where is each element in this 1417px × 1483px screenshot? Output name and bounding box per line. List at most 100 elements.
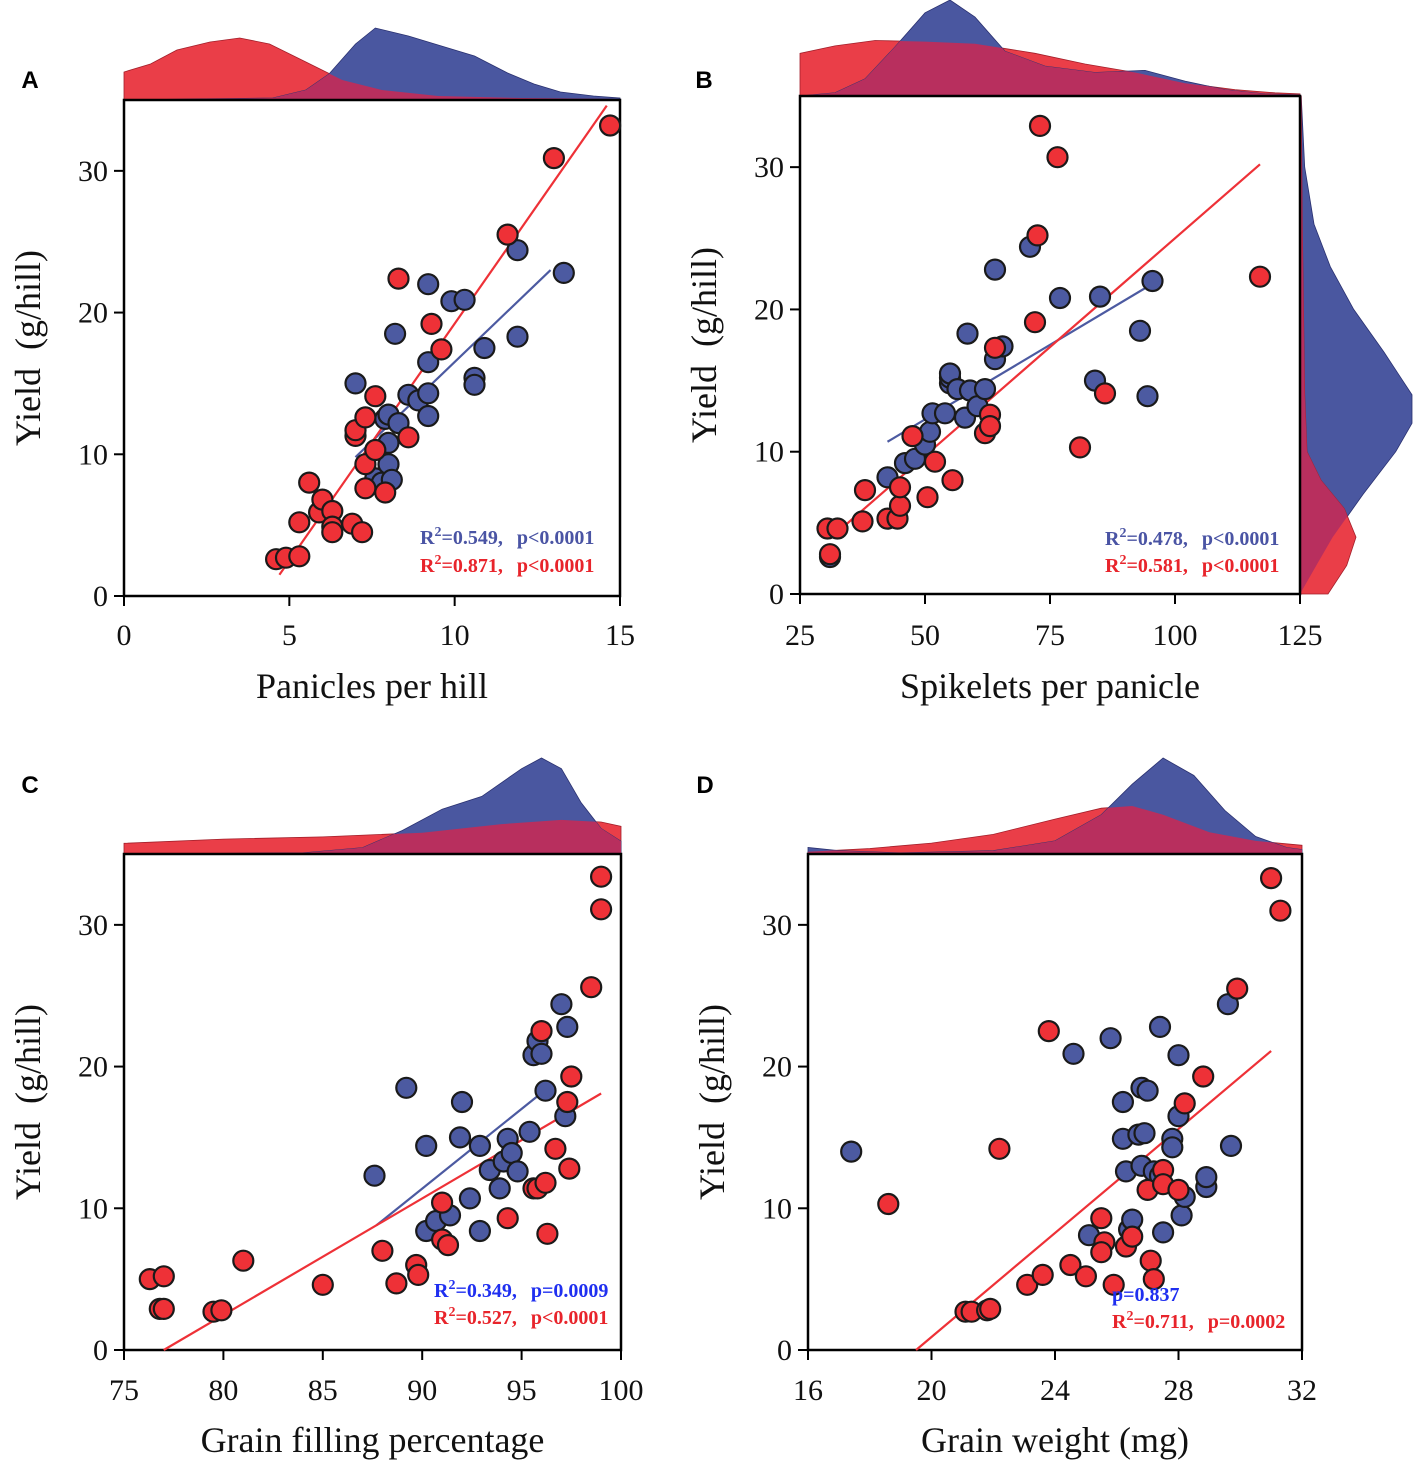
red-data-point [430, 338, 453, 361]
r2-symbol: R [420, 555, 435, 577]
r2-value: =0.349, [455, 1280, 516, 1302]
red-data-point [818, 543, 842, 566]
red-data-point [1026, 224, 1049, 247]
ann_blue-annotation: R2=0.549, p<0.0001 [420, 525, 594, 549]
red-data-point [941, 469, 964, 492]
red-data-point [354, 477, 377, 500]
red-data-point [351, 521, 374, 544]
blue-data-point [1151, 1221, 1175, 1244]
blue-data-point [1219, 1134, 1243, 1158]
ann_red-annotation: R2=0.581, p<0.0001 [1105, 553, 1279, 577]
blue-data-point [1062, 1042, 1085, 1065]
red-data-point [298, 471, 321, 494]
panel-label: C [21, 772, 38, 799]
red-data-point [1074, 1265, 1098, 1288]
red-data-point [1016, 1273, 1039, 1296]
blue-points [363, 993, 579, 1243]
r2-superscript: 2 [434, 525, 441, 540]
red-data-point [534, 1171, 557, 1194]
y-tick-label: 0 [769, 578, 784, 611]
blue-data-point [550, 993, 573, 1016]
x-tick-label: 20 [917, 1374, 947, 1407]
y-tick-label: 20 [78, 297, 108, 330]
y-axis-label: Yield (g/hill) [684, 247, 724, 443]
ann_blue-annotation: p=0.837 [1112, 1284, 1180, 1306]
red-points [138, 865, 613, 1323]
red-data-point [853, 479, 877, 502]
y-tick-label: 30 [762, 909, 792, 942]
blue-data-point [463, 373, 486, 396]
blue-data-point [458, 1187, 481, 1210]
r2-symbol: R [420, 527, 435, 549]
r2-symbol: R [1105, 528, 1120, 550]
r2-superscript: 2 [448, 1278, 455, 1293]
red-points [877, 866, 1292, 1323]
red-data-point [888, 476, 912, 499]
blue-data-point [448, 1126, 472, 1149]
r2-value: =0.549, [441, 527, 502, 549]
plot-frame [806, 852, 1304, 1352]
red-data-point [877, 1192, 900, 1216]
red-data-point [1192, 1065, 1215, 1088]
blue-data-point [1195, 1165, 1218, 1189]
y-tick-label: 30 [78, 155, 108, 188]
p-value: p=0.0009 [531, 1280, 609, 1302]
r2-superscript: 2 [448, 1305, 455, 1320]
red-fit-line [915, 1050, 1272, 1351]
y-tick-label: 10 [754, 436, 784, 469]
r2-value: =0.478, [1126, 528, 1187, 550]
y-axis-label: Yield (g/hill) [692, 1004, 732, 1200]
red-data-point [916, 486, 939, 509]
x-tick-label: 16 [793, 1374, 823, 1407]
x-tick-label: 85 [308, 1374, 338, 1407]
blue-data-point [1167, 1044, 1190, 1067]
blue-data-point [1133, 1122, 1156, 1145]
blue-data-point [450, 1090, 474, 1114]
red-data-point [385, 1272, 408, 1295]
blue-data-point [1111, 1090, 1135, 1114]
red-data-point [210, 1299, 233, 1322]
blue-data-point [534, 1079, 557, 1102]
red-data-point [321, 521, 344, 544]
red-points [816, 114, 1272, 566]
red-data-point [589, 865, 613, 888]
red-data-point [1059, 1253, 1082, 1277]
r2-value: =0.711, [1133, 1311, 1193, 1333]
blue-data-point [417, 273, 440, 296]
red-data-point [311, 1273, 334, 1296]
top-density-overlap [800, 40, 1300, 96]
blue-data-point [530, 1042, 553, 1065]
ann_red-annotation: R2=0.527, p<0.0001 [434, 1305, 608, 1329]
red-data-point [544, 1137, 567, 1160]
blue-data-point [840, 1140, 863, 1163]
red-data-point [560, 1065, 583, 1088]
blue-data-point [1161, 1136, 1184, 1159]
blue-data-point [1048, 286, 1072, 310]
blue-data-point [506, 239, 529, 262]
y-tick-label: 10 [762, 1192, 792, 1225]
red-data-point [420, 312, 443, 335]
red-data-point [436, 1233, 460, 1257]
red-data-point [371, 1239, 394, 1262]
red-data-point [978, 415, 1002, 438]
red-data-point [288, 511, 311, 534]
red-data-point [851, 510, 874, 533]
blue-data-point [473, 336, 496, 360]
r2-value: =0.581, [1126, 555, 1187, 577]
red-data-point [589, 898, 613, 921]
p-value: p<0.0001 [531, 1307, 609, 1329]
y-tick-label: 10 [78, 1192, 108, 1225]
red-data-point [888, 494, 912, 517]
r2-superscript: 2 [1126, 1309, 1133, 1324]
p-value: p<0.0001 [1202, 555, 1280, 577]
red-data-point [1031, 1263, 1054, 1287]
p-value: p<0.0001 [517, 555, 595, 577]
panel-b: 25 50 75 100 125 0 10 20 30 Spikelets per panicle… [684, 0, 1413, 706]
red-data-point [1259, 866, 1283, 890]
blue-data-point [556, 1015, 579, 1039]
x-axis-label: Spikelets per panicle [900, 666, 1200, 706]
blue-data-point [1141, 269, 1164, 293]
red-data-point [364, 385, 387, 408]
x-tick-label: 24 [1040, 1374, 1070, 1407]
